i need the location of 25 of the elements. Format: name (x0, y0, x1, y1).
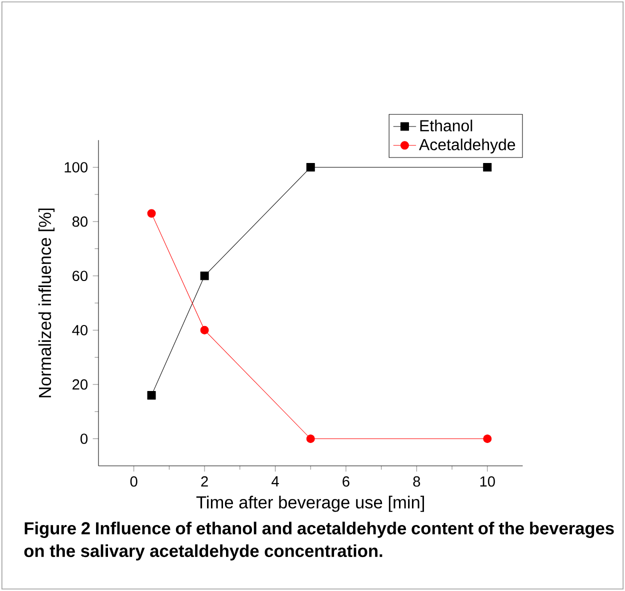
y-axis-title: Normalized influence [%] (38, 208, 55, 398)
y-tick-label: 100 (64, 162, 88, 173)
legend-label: Acetaldehyde (419, 138, 516, 154)
x-tick-label: 2 (201, 476, 208, 487)
point (306, 163, 315, 172)
y-tick-label: 0 (80, 434, 88, 444)
point (483, 163, 492, 172)
x-tick-label: 10 (480, 476, 495, 487)
y-tick-label: 40 (72, 325, 88, 336)
point (200, 326, 209, 334)
point (147, 391, 156, 400)
legend-label: Ethanol (420, 120, 472, 132)
y-tick-label: 60 (72, 270, 88, 282)
point (200, 272, 209, 280)
point (147, 209, 156, 218)
x-tick-label: 4 (272, 476, 279, 486)
point (306, 434, 315, 444)
x-tick-label: 0 (130, 476, 138, 487)
x-axis-title: Time after beverage use [min] (196, 496, 424, 512)
y-tick-label: 20 (72, 379, 88, 390)
x-tick-label: 6 (342, 476, 350, 487)
y-tick-label: 80 (72, 216, 88, 227)
x-tick-label: 8 (413, 476, 420, 487)
caption: Figure 2 Influence of ethanol and acetaldehyde content of the beverages on the salivary acetaldehyde concentration. (24, 522, 614, 561)
point (483, 434, 492, 444)
